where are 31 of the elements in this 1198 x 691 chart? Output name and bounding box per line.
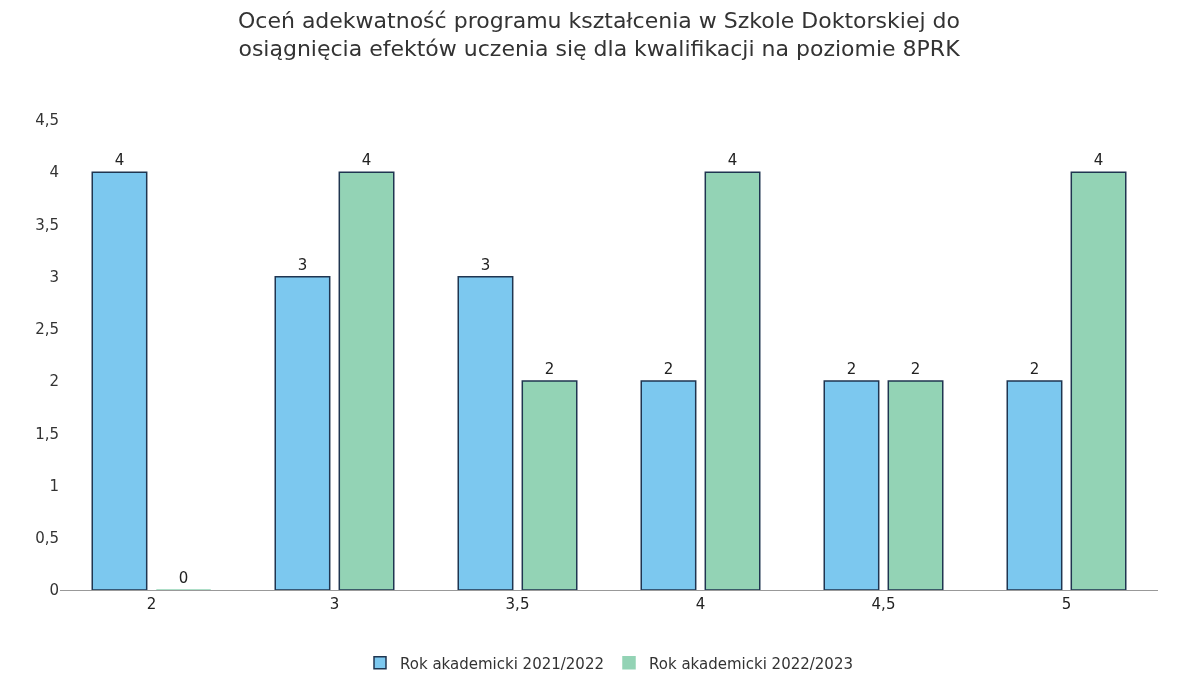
- data-label: 4: [727, 151, 738, 170]
- data-label: 2: [1029, 360, 1040, 379]
- data-label: 2: [663, 360, 674, 379]
- data-label: 2: [846, 360, 857, 379]
- data-label: 0: [178, 569, 189, 587]
- y-tick-label: 3: [49, 267, 59, 286]
- y-tick-label: 3,5: [35, 215, 59, 234]
- data-label: 2: [910, 360, 921, 379]
- x-tick-label: 3,5: [505, 595, 530, 613]
- y-tick-label: 4: [49, 163, 59, 182]
- chart-title: Oceń adekwatność programu kształcenia w Szkole Doktorskiej do osiągnięcia efektów uczenia się dla kwalifikacji na poziomie 8PRK: [238, 7, 961, 62]
- legend-label: Rok akademicki 2021/2022: [400, 654, 604, 673]
- y-tick-label: 0,5: [35, 529, 59, 548]
- x-tick-label: 4: [695, 595, 706, 613]
- y-tick-label: 2: [49, 372, 59, 391]
- legend-label: Rok akademicki 2022/2023: [649, 654, 853, 673]
- data-label: 4: [1093, 151, 1104, 170]
- data-label: 2: [544, 360, 555, 379]
- data-label: 4: [114, 151, 125, 170]
- data-label: 3: [297, 255, 308, 274]
- x-tick-label: 4,5: [871, 595, 896, 613]
- y-tick-label: 2,5: [35, 320, 59, 339]
- x-tick-label: 2: [146, 595, 157, 613]
- x-tick-label: 3: [329, 595, 340, 613]
- y-tick-label: 4,5: [35, 111, 59, 130]
- x-tick-label: 5: [1061, 595, 1072, 613]
- y-tick-label: 1,5: [35, 424, 59, 443]
- y-tick-label: 1: [49, 476, 59, 495]
- data-label: 4: [361, 151, 372, 170]
- y-tick-label: 0: [49, 581, 59, 600]
- data-label: 3: [480, 255, 491, 274]
